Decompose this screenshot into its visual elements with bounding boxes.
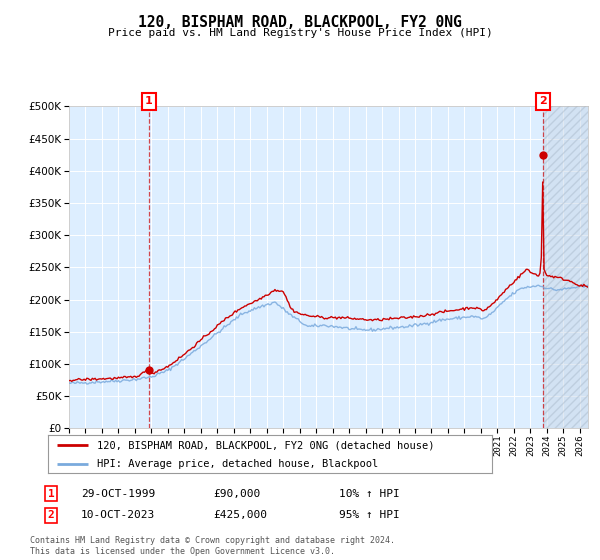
Text: £90,000: £90,000 [213,489,260,499]
Text: 2: 2 [47,510,55,520]
Text: 120, BISPHAM ROAD, BLACKPOOL, FY2 0NG: 120, BISPHAM ROAD, BLACKPOOL, FY2 0NG [138,15,462,30]
Bar [543,106,588,428]
Text: 10% ↑ HPI: 10% ↑ HPI [339,489,400,499]
Text: 95% ↑ HPI: 95% ↑ HPI [339,510,400,520]
Text: 1: 1 [145,96,152,106]
Text: 10-OCT-2023: 10-OCT-2023 [81,510,155,520]
Text: Price paid vs. HM Land Registry's House Price Index (HPI): Price paid vs. HM Land Registry's House … [107,28,493,38]
Text: HPI: Average price, detached house, Blackpool: HPI: Average price, detached house, Blac… [97,459,378,469]
Text: 120, BISPHAM ROAD, BLACKPOOL, FY2 0NG (detached house): 120, BISPHAM ROAD, BLACKPOOL, FY2 0NG (d… [97,440,434,450]
Text: Contains HM Land Registry data © Crown copyright and database right 2024.
This d: Contains HM Land Registry data © Crown c… [30,536,395,556]
Text: 29-OCT-1999: 29-OCT-1999 [81,489,155,499]
Bar [543,106,588,428]
Text: 2: 2 [539,96,547,106]
Text: £425,000: £425,000 [213,510,267,520]
Text: 1: 1 [47,489,55,499]
